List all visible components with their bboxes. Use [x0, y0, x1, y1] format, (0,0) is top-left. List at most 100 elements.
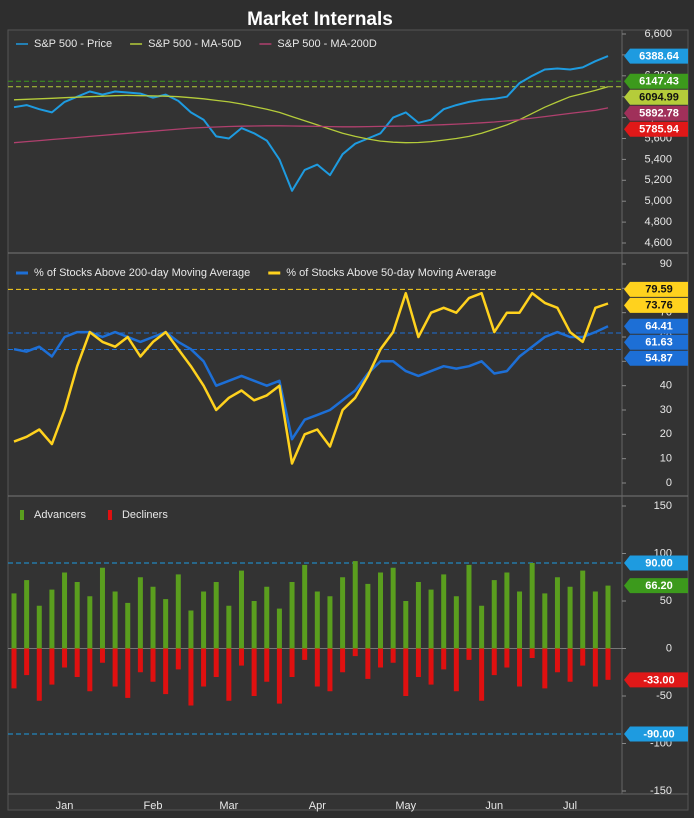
bar — [453, 648, 459, 692]
legend-label: S&P 500 - Price — [34, 38, 112, 50]
y-tick-label: 4,600 — [644, 237, 672, 249]
y-tick-label: 10 — [660, 453, 672, 465]
bar — [314, 648, 320, 687]
bar — [592, 591, 598, 649]
bar — [264, 648, 270, 682]
value-tag — [624, 297, 688, 313]
bar — [352, 561, 358, 649]
y-tick-label: 90 — [660, 258, 672, 270]
chart-title: Market Internals — [247, 9, 393, 30]
bar — [567, 648, 573, 682]
legend-swatch — [107, 510, 112, 520]
bar — [491, 648, 497, 676]
legend-label: Advancers — [34, 509, 86, 521]
bar — [390, 648, 396, 663]
x-tick-label: May — [395, 800, 416, 812]
bar — [226, 605, 232, 649]
bar — [390, 567, 396, 649]
bar — [302, 564, 308, 649]
value-tag — [624, 726, 688, 742]
value-tag-label: 6388.64 — [639, 50, 680, 62]
value-tag-label: 6094.99 — [639, 92, 679, 104]
bar — [289, 582, 295, 649]
bar — [415, 648, 421, 677]
bar — [99, 648, 105, 663]
bar — [453, 596, 459, 649]
bar — [137, 648, 143, 673]
bar — [175, 648, 181, 670]
bar — [327, 648, 333, 692]
bar — [251, 648, 257, 696]
legend-label: % of Stocks Above 50-day Moving Average — [286, 267, 496, 279]
bar — [238, 648, 244, 666]
line-series — [13, 325, 609, 441]
value-tag — [624, 578, 688, 594]
bar — [340, 648, 346, 673]
bar — [605, 585, 611, 649]
legend-label: S&P 500 - MA-50D — [148, 38, 241, 50]
bar — [592, 648, 598, 687]
legend-label: % of Stocks Above 200-day Moving Average — [34, 267, 250, 279]
bar — [188, 610, 194, 649]
value-tag — [624, 48, 688, 64]
bar — [99, 567, 105, 649]
bar — [403, 648, 409, 696]
y-tick-label: 0 — [666, 477, 672, 489]
value-tag — [624, 350, 688, 366]
bar — [302, 648, 308, 660]
bar — [554, 577, 560, 649]
value-tag-label: 66.20 — [645, 580, 673, 592]
bar — [125, 602, 131, 649]
bar — [466, 648, 472, 660]
value-tag — [624, 89, 688, 105]
bar — [314, 591, 320, 649]
chart-frame — [7, 29, 689, 811]
bar — [504, 572, 510, 649]
value-tag-label: -90.00 — [643, 728, 674, 740]
value-tag-label: 90.00 — [645, 557, 673, 569]
bar — [580, 648, 586, 666]
bar — [137, 577, 143, 649]
value-tag — [624, 105, 688, 121]
y-tick-label: 5,200 — [644, 174, 672, 186]
bar — [428, 648, 434, 685]
bar — [11, 648, 17, 689]
bar — [542, 648, 548, 689]
bar — [150, 648, 156, 682]
bar — [289, 648, 295, 677]
y-tick-label: -150 — [650, 785, 672, 797]
bar — [529, 648, 535, 658]
value-tag-label: 79.59 — [645, 284, 673, 296]
y-tick-label: -50 — [656, 690, 672, 702]
bar — [24, 580, 30, 649]
bar — [24, 648, 30, 676]
bar — [125, 648, 131, 698]
bar — [201, 591, 207, 649]
bar — [542, 593, 548, 649]
bar — [466, 564, 472, 649]
bar — [112, 591, 118, 649]
y-tick-label: 5,400 — [644, 153, 672, 165]
line-series — [13, 291, 609, 465]
bar — [188, 648, 194, 706]
bar — [567, 586, 573, 649]
line-series — [13, 86, 609, 144]
x-tick-label: Apr — [309, 800, 326, 812]
x-tick-label: Jan — [56, 800, 74, 812]
bar — [87, 648, 93, 692]
bar — [580, 570, 586, 649]
bar — [441, 574, 447, 649]
value-tag — [624, 318, 688, 334]
y-tick-label: 30 — [660, 404, 672, 416]
line-series — [13, 107, 609, 144]
legend-swatch — [20, 510, 24, 520]
bar — [517, 591, 523, 649]
line-series — [13, 55, 609, 192]
bar — [554, 648, 560, 673]
x-tick-label: Feb — [144, 800, 163, 812]
value-tag-label: 64.41 — [645, 321, 673, 333]
bar — [213, 648, 219, 677]
bar — [112, 648, 118, 687]
bar — [201, 648, 207, 687]
bar — [238, 570, 244, 649]
